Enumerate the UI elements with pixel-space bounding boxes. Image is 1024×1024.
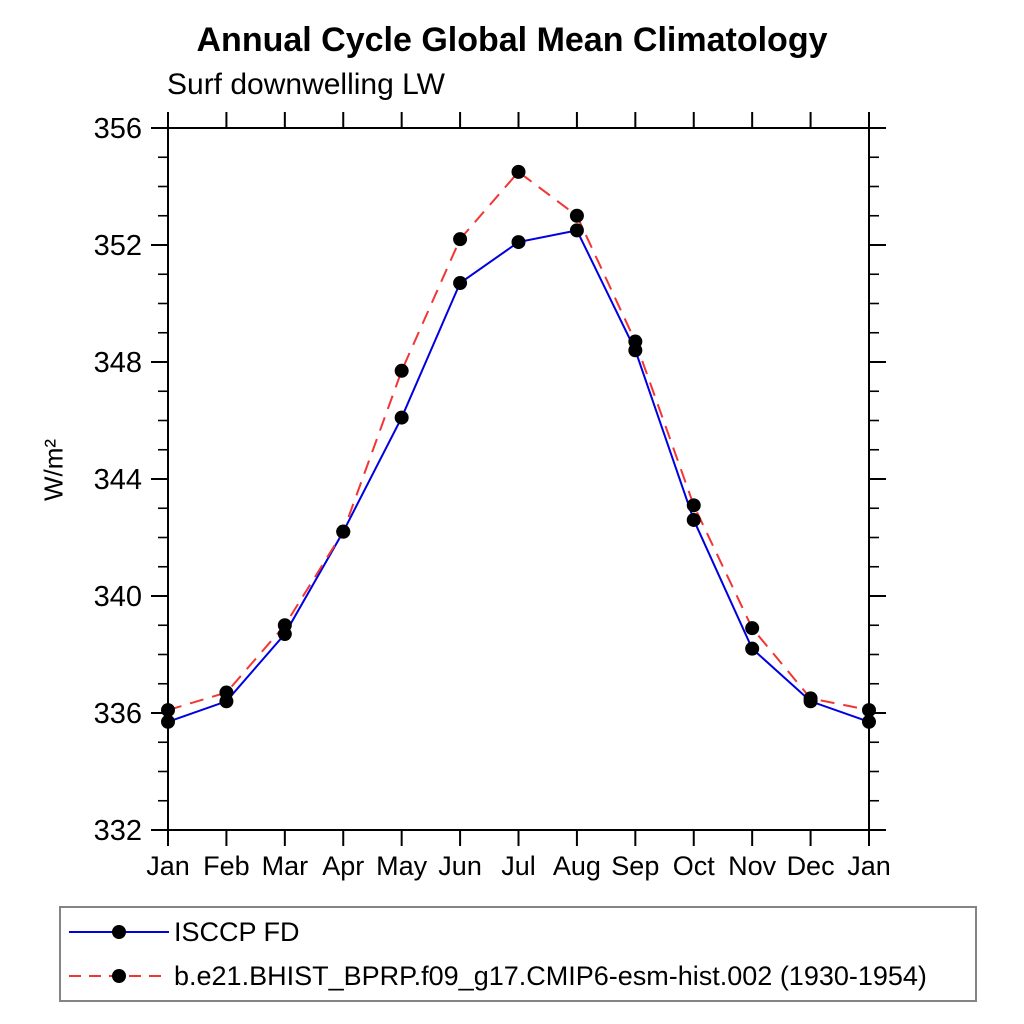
x-tick-label: Aug bbox=[553, 851, 601, 881]
data-point-marker bbox=[686, 498, 701, 513]
data-point-marker bbox=[628, 334, 643, 349]
data-point-marker bbox=[686, 512, 701, 527]
legend-line-sample-dashed bbox=[69, 969, 169, 983]
data-point-marker bbox=[277, 618, 292, 633]
x-tick-label: Feb bbox=[203, 851, 250, 881]
data-point-marker bbox=[161, 714, 175, 729]
legend: ISCCP FD b.e21.BHIST_BPRP.f09_g17.CMIP6-… bbox=[59, 906, 977, 1002]
x-tick-label: Dec bbox=[787, 851, 835, 881]
x-tick-label: Jan bbox=[847, 851, 891, 881]
series-markers-b-e21-bhist-bprp-f09-g17-cmip6-esm-hist- bbox=[161, 164, 876, 718]
plot-area: Jan Feb Mar Apr May Jun Jul Aug Sep Oct Nov Dec Jan3… bbox=[94, 112, 891, 881]
data-point-marker bbox=[862, 703, 876, 718]
x-tick-label: Jan bbox=[146, 851, 190, 881]
y-tick-label: 332 bbox=[94, 815, 142, 847]
data-point-marker bbox=[453, 276, 468, 291]
y-tick-label: 344 bbox=[94, 464, 142, 496]
x-tick-label: Sep bbox=[611, 851, 659, 881]
chart-title: Annual Cycle Global Mean Climatology bbox=[196, 21, 828, 59]
data-point-marker bbox=[394, 363, 409, 378]
y-tick-label: 336 bbox=[94, 698, 142, 730]
x-tick-label: May bbox=[376, 851, 428, 881]
data-point-marker bbox=[219, 685, 234, 700]
data-point-marker bbox=[862, 714, 876, 729]
data-point-marker bbox=[745, 641, 760, 656]
data-point-marker bbox=[336, 524, 351, 539]
data-point-marker bbox=[569, 208, 584, 223]
series-line-isccp-fd bbox=[167, 229, 870, 723]
x-tick-label: Nov bbox=[728, 851, 777, 881]
data-point-marker bbox=[394, 410, 409, 425]
legend-label: b.e21.BHIST_BPRP.f09_g17.CMIP6-esm-hist.… bbox=[174, 960, 927, 991]
data-point-marker bbox=[569, 223, 584, 238]
x-tick-label: Jun bbox=[438, 851, 482, 881]
data-point-marker bbox=[511, 235, 526, 250]
y-axis: 332 336 340 344 348 352 356 bbox=[94, 113, 886, 847]
plot-frame bbox=[167, 127, 870, 831]
chart-subtitle: Surf downwelling LW bbox=[167, 68, 445, 101]
data-point-marker bbox=[453, 232, 468, 247]
data-point-marker bbox=[511, 164, 526, 179]
data-point-marker bbox=[803, 691, 818, 706]
x-tick-label: Oct bbox=[673, 851, 716, 881]
legend-item-isccp-fd: ISCCP FD bbox=[66, 912, 975, 952]
data-point-marker bbox=[745, 621, 760, 636]
legend-sample-marker bbox=[112, 969, 126, 983]
x-tick-label: Jul bbox=[501, 851, 536, 881]
legend-line-sample-solid bbox=[69, 925, 169, 939]
data-point-marker bbox=[161, 703, 175, 718]
legend-label: ISCCP FD bbox=[174, 916, 300, 947]
y-tick-label: 340 bbox=[94, 581, 142, 613]
x-tick-label: Apr bbox=[322, 851, 364, 881]
series-line-b-e21-bhist-bprp-f09-g17-cmip6-esm-hist- bbox=[167, 170, 870, 712]
legend-sample-marker bbox=[112, 925, 126, 939]
x-tick-label: Mar bbox=[262, 851, 309, 881]
y-tick-label: 352 bbox=[94, 230, 142, 262]
x-axis: Jan Feb Mar Apr May Jun Jul Aug Sep Oct Nov Dec Jan bbox=[146, 112, 891, 881]
legend-item-model-run: b.e21.BHIST_BPRP.f09_g17.CMIP6-esm-hist.… bbox=[66, 956, 975, 996]
y-tick-label: 356 bbox=[94, 113, 142, 145]
y-tick-label: 348 bbox=[94, 347, 142, 379]
